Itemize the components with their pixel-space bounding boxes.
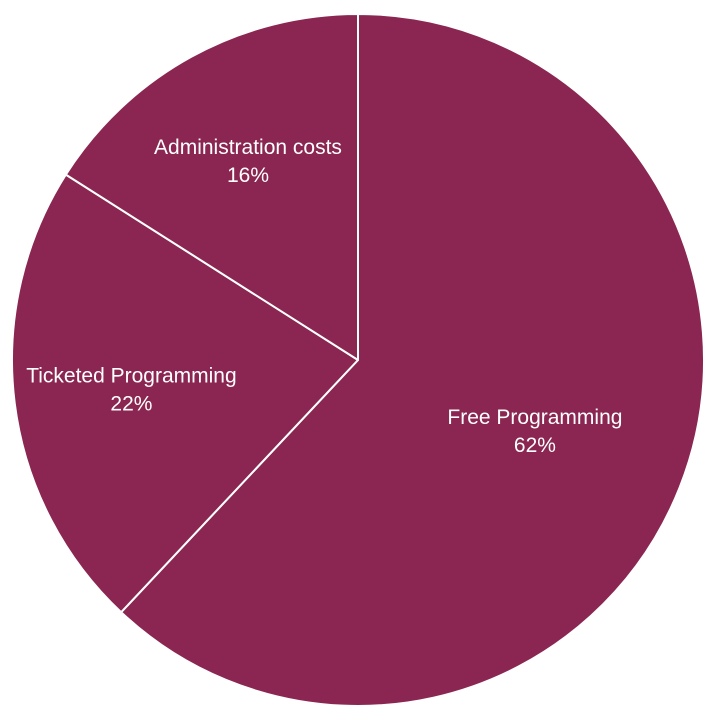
slice-label-ticketed-programming: Ticketed Programming 22% <box>26 365 236 416</box>
slice-percent-label: 22% <box>110 393 152 416</box>
pie-slice-ticketed-programming <box>11 173 359 614</box>
slice-category-label: Administration costs <box>154 136 342 159</box>
slice-category-label: Ticketed Programming <box>26 365 236 388</box>
pie-slice-administration-costs <box>64 13 359 361</box>
slice-label-administration-costs: Administration costs 16% <box>154 136 342 187</box>
slice-percent-label: 62% <box>514 434 556 457</box>
slice-percent-label: 16% <box>227 164 269 187</box>
pie-slices <box>11 13 705 707</box>
slice-category-label: Free Programming <box>447 406 622 429</box>
pie-slice-free-programming <box>120 13 705 707</box>
pie-labels: Free Programming 62% Ticketed Programming 2… <box>26 136 622 457</box>
slice-label-free-programming: Free Programming 62% <box>447 406 622 457</box>
